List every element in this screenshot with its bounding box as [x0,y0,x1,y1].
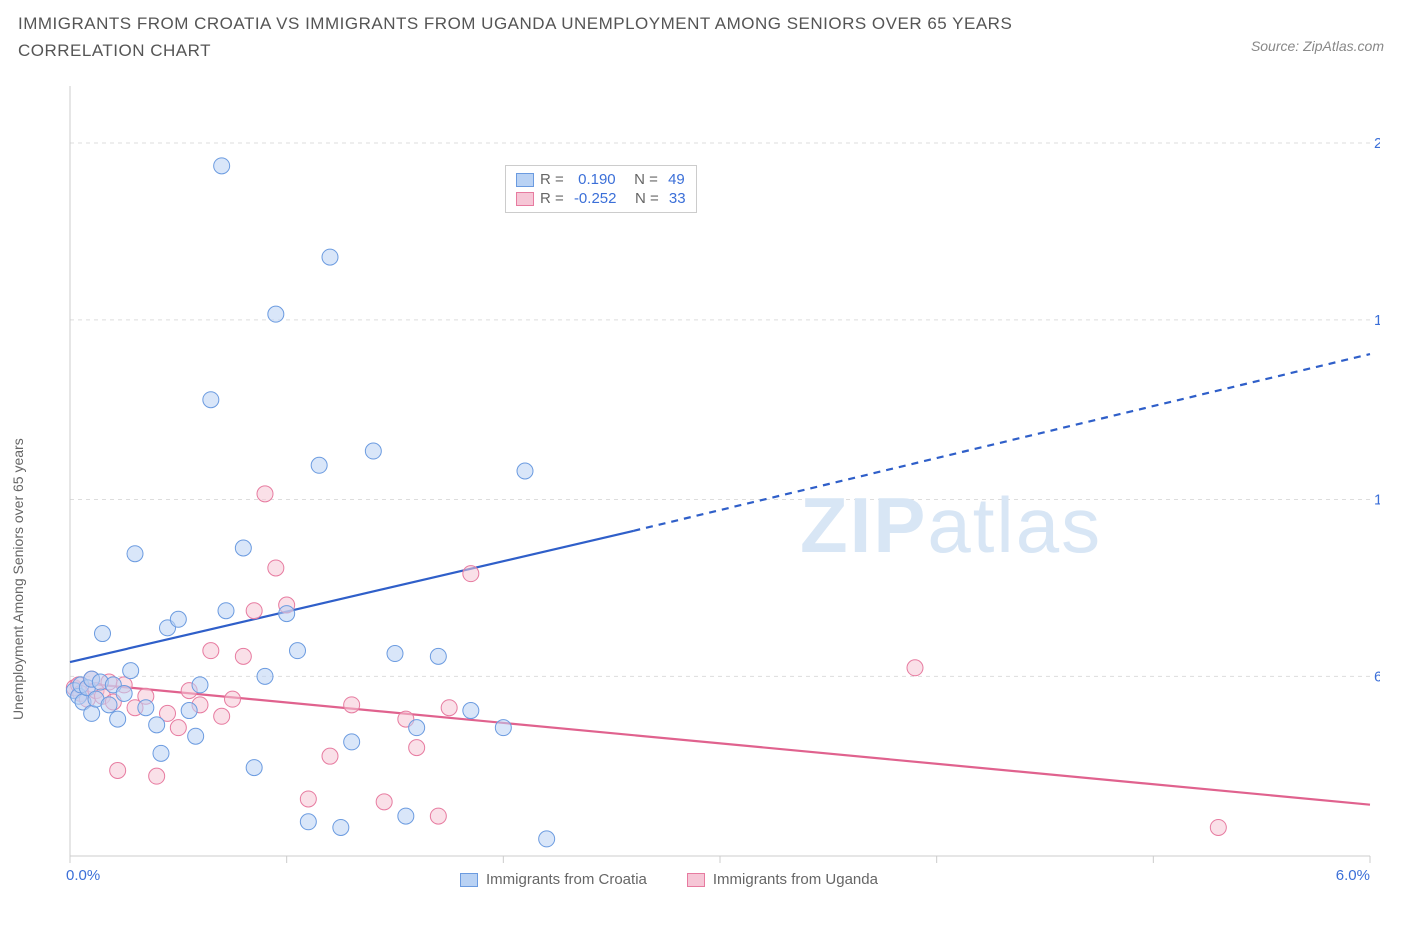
correlation-legend: R = 0.190 N = 49 R = -0.252 N = 33 [505,165,697,213]
legend-n-value-1: 49 [668,171,685,188]
legend-label-croatia: Immigrants from Croatia [486,871,647,888]
chart-container: ZIPatlas 6.3%12.5%18.8%25.0%0.0%6.0% R =… [60,80,1380,890]
svg-text:12.5%: 12.5% [1374,492,1380,509]
y-axis-label: Unemployment Among Seniors over 65 years [10,438,26,720]
legend-n-label-1: N = [622,171,662,188]
legend-n-label-2: N = [622,190,662,207]
legend-r-label-1: R = [540,171,568,188]
legend-item-uganda: Immigrants from Uganda [687,871,878,888]
legend-item-croatia: Immigrants from Croatia [460,871,647,888]
legend-n-value-2: 33 [669,190,686,207]
chart-title: IMMIGRANTS FROM CROATIA VS IMMIGRANTS FR… [18,10,1118,64]
legend-row-uganda: R = -0.252 N = 33 [516,189,686,208]
series-legend: Immigrants from Croatia Immigrants from … [460,871,878,888]
chart-svg: 6.3% 12.5% 18.8% 25.0% 0.0% 6.0% [60,80,1380,890]
svg-text:6.0%: 6.0% [1336,867,1370,884]
legend-swatch-croatia-bottom [460,873,478,887]
legend-r-value-1: 0.190 [574,171,616,188]
legend-swatch-croatia [516,173,534,187]
legend-row-croatia: R = 0.190 N = 49 [516,170,686,189]
legend-label-uganda: Immigrants from Uganda [713,871,878,888]
legend-r-value-2: -0.252 [574,190,617,207]
svg-text:18.8%: 18.8% [1374,312,1380,329]
legend-swatch-uganda [516,192,534,206]
legend-swatch-uganda-bottom [687,873,705,887]
svg-text:25.0%: 25.0% [1374,135,1380,152]
svg-text:6.3%: 6.3% [1374,668,1380,685]
source-attribution: Source: ZipAtlas.com [1251,38,1384,54]
legend-r-label-2: R = [540,190,568,207]
svg-text:0.0%: 0.0% [66,867,100,884]
